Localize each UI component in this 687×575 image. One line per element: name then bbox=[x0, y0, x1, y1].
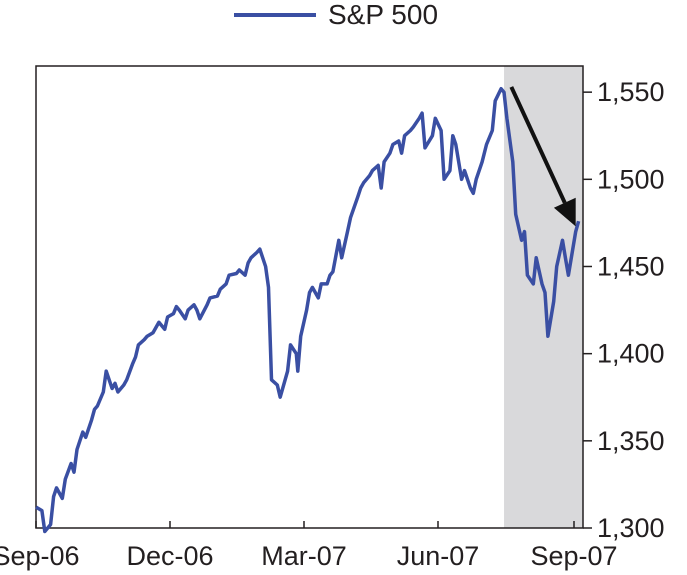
y-tick-label: 1,500 bbox=[597, 164, 665, 194]
series-line-sp500 bbox=[35, 86, 581, 534]
arrow-head bbox=[553, 197, 576, 227]
y-tick-label: 1,550 bbox=[597, 77, 665, 107]
trend-arrow bbox=[509, 86, 576, 227]
x-tick-label: Sep-07 bbox=[530, 541, 617, 571]
plot-frame bbox=[35, 65, 584, 529]
y-tick-label: 1,400 bbox=[597, 339, 665, 369]
x-axis: Sep-06 Dec-06 Mar-07 Jun-07 Sep-07 bbox=[0, 521, 618, 571]
x-tick-label: Sep-06 bbox=[0, 541, 80, 571]
arrow-shaft bbox=[509, 86, 567, 204]
legend-label-sp500: S&P 500 bbox=[328, 0, 438, 30]
y-tick-label: 1,350 bbox=[597, 426, 665, 456]
y-axis: 1,300 1,350 1,400 1,450 1,500 1,550 bbox=[583, 77, 665, 543]
y-tick-label: 1,450 bbox=[597, 251, 665, 281]
legend: S&P 500 bbox=[234, 0, 438, 30]
x-tick-label: Mar-07 bbox=[261, 541, 347, 571]
shaded-period bbox=[504, 66, 583, 528]
y-tick-label: 1,300 bbox=[597, 513, 665, 543]
x-tick-label: Jun-07 bbox=[397, 541, 480, 571]
x-tick-label: Dec-06 bbox=[126, 541, 213, 571]
